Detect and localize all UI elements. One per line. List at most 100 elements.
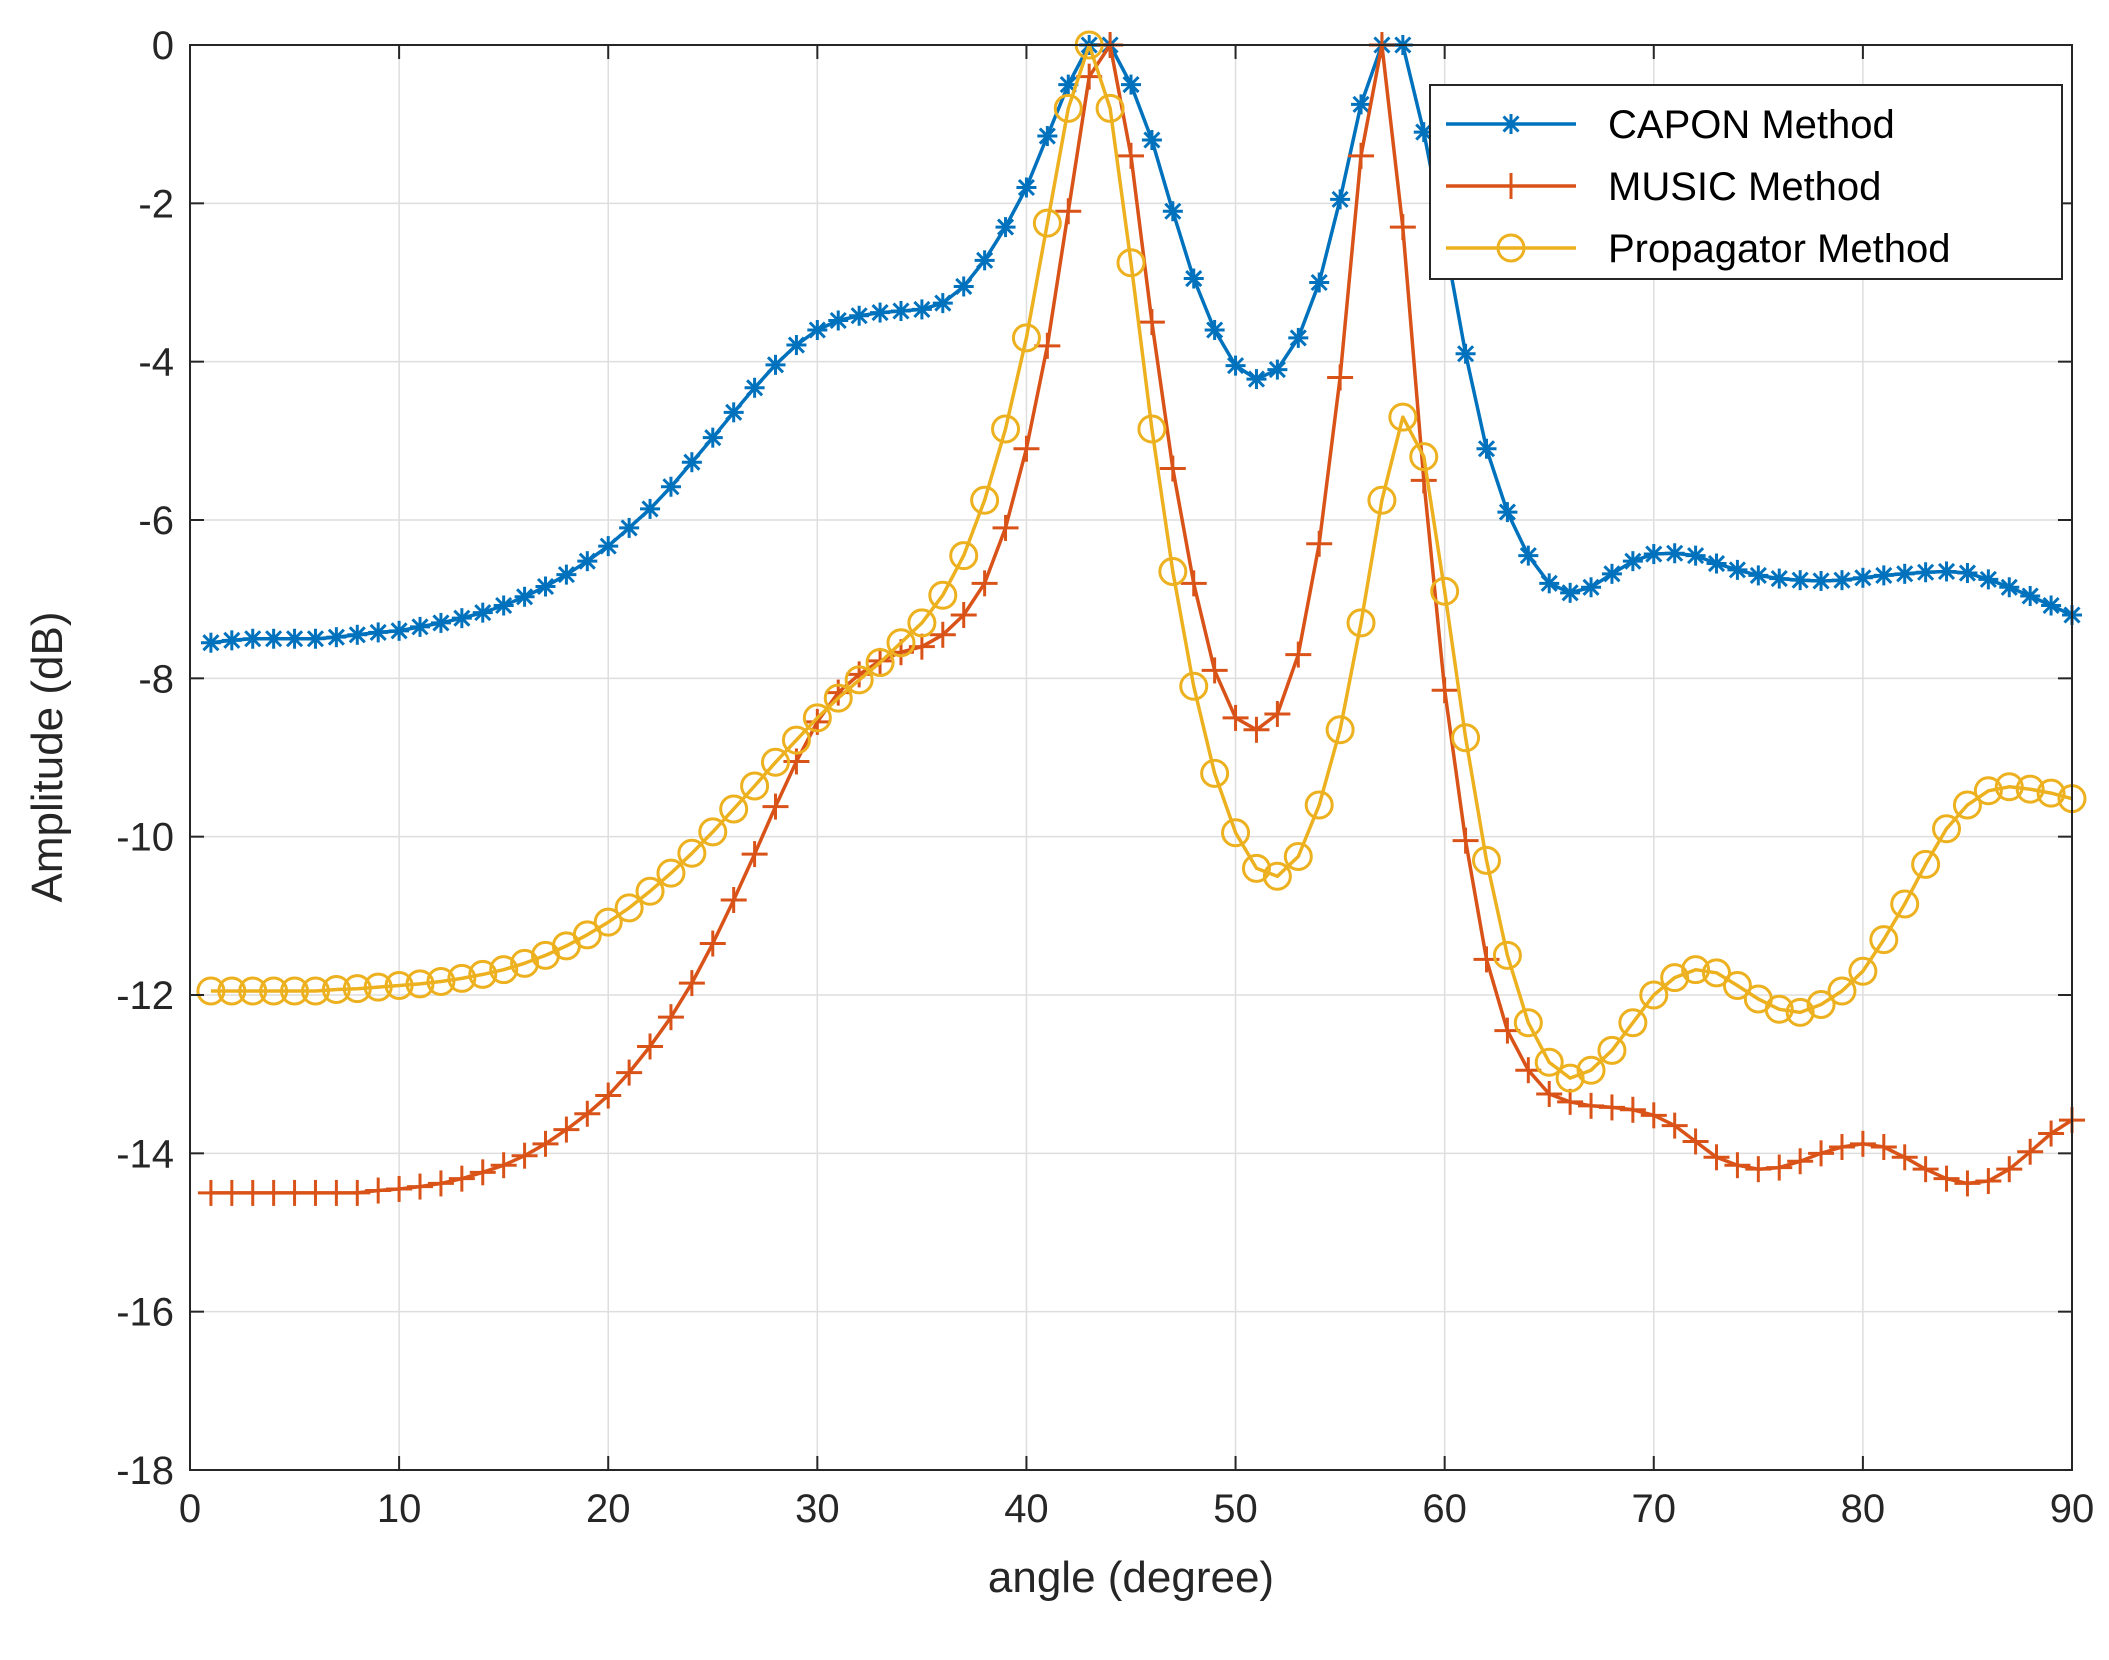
data-point-music — [1118, 142, 1144, 169]
x-tick-label: 20 — [586, 1487, 631, 1531]
data-point-propagator-shape — [1304, 790, 1334, 820]
data-point-music — [1849, 1130, 1876, 1157]
data-point-music — [1703, 1144, 1730, 1171]
data-point-capon — [723, 402, 744, 423]
data-point-music — [469, 1159, 496, 1186]
data-point-propagator-shape — [865, 648, 895, 677]
data-point-propagator-shape — [635, 876, 665, 906]
data-point-propagator — [259, 976, 289, 1006]
data-point-capon — [1539, 573, 1560, 594]
data-point-capon — [1141, 130, 1162, 150]
data-point-capon — [410, 616, 431, 637]
data-point-capon-d2 — [327, 628, 345, 646]
data-point-propagator — [300, 976, 330, 1006]
data-point-propagator — [280, 976, 310, 1006]
y-axis-label: Amplitude (dB) — [23, 611, 72, 902]
data-point-music — [1201, 657, 1228, 684]
data-point-capon-d2 — [1687, 547, 1705, 565]
y-tick-label: -6 — [138, 499, 174, 543]
data-point-propagator-shape — [1011, 323, 1041, 353]
data-point-capon — [1601, 563, 1622, 584]
data-point-capon-d2 — [1247, 370, 1266, 388]
data-point-propagator-shape — [259, 976, 289, 1006]
data-point-propagator — [614, 893, 644, 923]
data-point-capon — [1560, 582, 1581, 603]
data-point-propagator — [656, 858, 686, 888]
data-point-propagator-shape — [907, 608, 937, 638]
x-tick-label: 90 — [2050, 1487, 2095, 1531]
data-point-capon — [1727, 559, 1748, 580]
data-point-capon-d2 — [746, 379, 764, 397]
data-point-capon-d2 — [766, 356, 785, 374]
data-point-music — [616, 1059, 643, 1086]
data-point-capon-d2 — [1415, 123, 1433, 141]
data-point-capon — [430, 612, 451, 633]
data-point-propagator — [1911, 849, 1941, 879]
data-point-propagator — [1304, 790, 1334, 820]
data-point-propagator — [1869, 925, 1899, 955]
data-point-propagator-shape — [1262, 861, 1292, 891]
series-propagator — [196, 30, 2087, 1093]
data-point-capon-d2 — [1875, 566, 1893, 584]
data-point-music — [1766, 1154, 1793, 1181]
data-point-propagator-shape — [1952, 790, 1982, 820]
data-point-propagator — [1702, 958, 1732, 988]
data-point-music — [1933, 1165, 1960, 1192]
data-point-capon-d2 — [348, 626, 366, 644]
data-point-capon — [1476, 438, 1497, 459]
data-point-music — [1410, 467, 1437, 494]
data-point-capon — [932, 293, 953, 314]
data-point-capon-d2 — [1477, 440, 1496, 458]
data-point-propagator-shape — [1492, 940, 1522, 970]
data-point-capon — [1622, 551, 1643, 572]
data-point-music — [1578, 1092, 1605, 1119]
data-point-propagator — [1241, 853, 1271, 883]
data-point-propagator-shape — [1576, 1055, 1606, 1085]
data-point-propagator-shape — [949, 541, 979, 571]
data-point-music — [678, 970, 705, 997]
data-point-propagator-shape — [468, 959, 498, 989]
data-point-music — [1891, 1144, 1918, 1171]
plot-area — [190, 45, 2072, 1470]
legend-label-capon: CAPON Method — [1608, 103, 1895, 147]
x-tick-label: 40 — [1004, 1487, 1049, 1531]
data-point-capon-d2 — [202, 634, 220, 652]
legend-label-propagator: Propagator Method — [1608, 227, 1950, 271]
data-point-music — [1787, 1148, 1814, 1175]
data-point-capon-d2 — [704, 429, 722, 447]
data-point-propagator-shape — [1639, 980, 1669, 1010]
data-point-propagator — [238, 976, 268, 1006]
data-point-propagator — [677, 838, 707, 868]
data-point-capon — [681, 452, 702, 473]
data-point-propagator-shape — [1973, 776, 2003, 806]
data-point-propagator — [1932, 814, 1962, 844]
data-point-capon-d2 — [808, 321, 826, 339]
data-point-capon — [1183, 268, 1204, 289]
data-point-capon — [1162, 201, 1183, 222]
data-point-propagator — [217, 976, 247, 1006]
data-point-propagator — [510, 948, 540, 978]
data-point-propagator-shape — [1430, 576, 1460, 606]
data-point-propagator-shape — [740, 771, 770, 801]
data-point-music — [1954, 1170, 1981, 1197]
data-point-propagator-shape — [1994, 772, 2024, 802]
data-point-capon-d2 — [1603, 565, 1621, 583]
data-point-music — [1285, 641, 1312, 668]
data-point-capon — [1811, 570, 1832, 591]
data-point-music — [1557, 1088, 1584, 1115]
data-point-propagator — [991, 414, 1021, 444]
data-point-capon — [1121, 74, 1141, 95]
data-point-capon-d2 — [474, 604, 492, 622]
data-point-propagator — [1681, 955, 1711, 985]
data-point-music — [1264, 700, 1291, 727]
data-point-propagator — [1555, 1063, 1585, 1093]
data-point-music — [2038, 1120, 2065, 1147]
legend-marker-shape-capon — [1501, 114, 1521, 134]
data-point-propagator-shape — [1116, 248, 1146, 278]
data-point-capon — [828, 310, 849, 331]
data-point-propagator — [1032, 208, 1062, 238]
data-point-music — [2017, 1138, 2044, 1165]
y-tick-label: -18 — [116, 1449, 174, 1493]
series-music — [197, 32, 2085, 1206]
data-point-propagator — [1367, 485, 1397, 515]
